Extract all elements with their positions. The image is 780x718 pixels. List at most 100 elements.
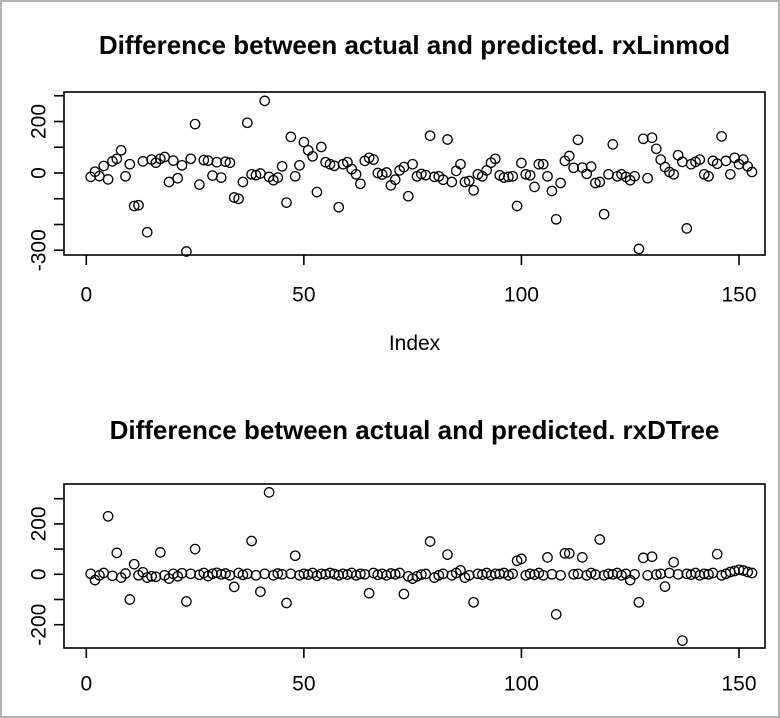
- data-point: [442, 134, 453, 145]
- data-point: [420, 568, 432, 580]
- data-point: [276, 160, 288, 172]
- data-point: [120, 568, 131, 579]
- data-point: [159, 151, 170, 163]
- data-point: [607, 139, 619, 150]
- data-point: [524, 169, 536, 181]
- data-point: [450, 165, 462, 177]
- data-point: [416, 168, 427, 180]
- data-point: [633, 243, 645, 255]
- data-point: [181, 596, 192, 607]
- data-point: [489, 153, 501, 165]
- data-point: [281, 197, 292, 208]
- data-point: [337, 568, 349, 580]
- data-point: [298, 568, 310, 580]
- data-point: [224, 157, 236, 169]
- data-point: [185, 153, 197, 165]
- data-point: [189, 543, 201, 555]
- data-point: [637, 552, 649, 564]
- data-point: [320, 568, 331, 580]
- data-point: [672, 568, 684, 580]
- data-point: [263, 487, 275, 498]
- data-point: [677, 156, 688, 168]
- data-point: [402, 190, 414, 202]
- data-point: [250, 569, 262, 581]
- data-point: [598, 208, 610, 220]
- plot1-title: Difference between actual and predicted.…: [98, 30, 731, 60]
- data-point: [102, 510, 114, 522]
- data-point: [289, 170, 301, 182]
- data-point: [646, 132, 658, 144]
- data-point: [594, 534, 606, 545]
- data-point: [315, 141, 327, 153]
- data-point: [298, 136, 310, 148]
- data-point: [98, 160, 110, 172]
- data-point: [181, 246, 192, 257]
- data-point: [472, 568, 484, 580]
- data-point: [463, 175, 475, 187]
- data-point: [572, 134, 584, 146]
- data-point: [289, 550, 301, 562]
- data-point: [546, 185, 558, 197]
- x-tick-label: 50: [292, 284, 315, 307]
- data-point: [550, 213, 562, 225]
- data-point: [272, 172, 284, 183]
- x-tick-label: 100: [504, 284, 539, 307]
- plot-box: [63, 91, 766, 256]
- data-point: [524, 568, 536, 580]
- data-point: [442, 549, 453, 560]
- data-point: [259, 95, 271, 107]
- data-point: [503, 171, 514, 183]
- data-point: [194, 179, 205, 190]
- data-point: [281, 597, 292, 609]
- data-point: [424, 130, 436, 142]
- data-point: [507, 170, 519, 182]
- data-point: [664, 567, 675, 579]
- data-point: [185, 568, 197, 580]
- data-point: [211, 156, 223, 168]
- data-point: [398, 588, 410, 600]
- data-point: [133, 199, 144, 211]
- data-point: [294, 159, 305, 171]
- data-point: [250, 169, 262, 181]
- data-point: [189, 118, 201, 130]
- data-point: [511, 200, 523, 212]
- data-point: [237, 176, 249, 188]
- data-point: [228, 581, 240, 593]
- data-point: [128, 558, 140, 570]
- data-point: [455, 158, 466, 170]
- data-point: [376, 568, 388, 580]
- y-tick-label: 0: [28, 167, 51, 179]
- data-point: [694, 154, 706, 165]
- data-point: [446, 176, 458, 188]
- data-point: [285, 131, 297, 143]
- data-point: [520, 569, 532, 581]
- data-point: [163, 176, 175, 188]
- data-point: [246, 535, 257, 547]
- data-point: [172, 172, 184, 184]
- data-point: [537, 158, 549, 170]
- data-point: [711, 548, 723, 560]
- y-tick-label: 0: [28, 568, 51, 580]
- y-tick-label: -300: [28, 229, 51, 271]
- data-point: [590, 569, 601, 580]
- x-tick-label: 0: [80, 673, 92, 696]
- data-point: [407, 158, 418, 170]
- data-point: [616, 569, 627, 581]
- data-point: [333, 201, 345, 213]
- data-point: [720, 155, 732, 167]
- data-point: [533, 158, 545, 170]
- data-point: [285, 568, 297, 580]
- data-point: [507, 568, 519, 580]
- data-point: [333, 569, 345, 581]
- y-tick-label: 200: [28, 506, 51, 541]
- data-point: [542, 552, 553, 563]
- data-point: [529, 181, 540, 193]
- data-point: [207, 170, 218, 181]
- data-point: [328, 568, 340, 580]
- data-point: [385, 568, 397, 579]
- data-point: [233, 193, 244, 205]
- data-point: [489, 568, 501, 580]
- data-point: [241, 117, 253, 129]
- data-point: [294, 569, 305, 581]
